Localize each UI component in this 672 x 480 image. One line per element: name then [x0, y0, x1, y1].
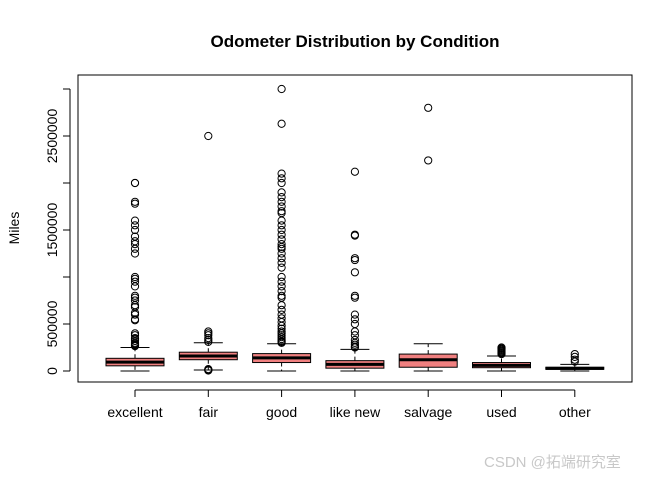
outlier-point — [130, 341, 140, 351]
outlier-point — [130, 310, 140, 319]
outlier-point — [277, 230, 286, 239]
y-axis-label: Miles — [6, 212, 22, 245]
outlier-point — [350, 315, 359, 324]
y-tick-label: 1500000 — [44, 203, 60, 258]
outlier-point — [277, 84, 286, 94]
outlier-point — [277, 174, 286, 183]
outlier-point — [277, 225, 286, 235]
outlier-point — [277, 240, 286, 249]
y-tick-label: 500000 — [44, 300, 60, 347]
outlier-point — [130, 249, 140, 258]
x-tick-label: excellent — [107, 404, 162, 420]
outlier-point — [277, 258, 286, 267]
outlier-point — [277, 119, 286, 128]
box-other — [545, 349, 605, 372]
outlier-point — [277, 263, 286, 272]
outlier-point — [424, 103, 433, 112]
outlier-point — [277, 188, 286, 197]
x-tick-label: other — [559, 404, 591, 420]
outlier-point — [130, 240, 140, 249]
outlier-point — [277, 318, 286, 327]
outlier-point — [277, 178, 286, 188]
outlier-point — [277, 305, 286, 314]
y-tick-label: 2500000 — [44, 109, 60, 164]
outlier-point — [277, 324, 286, 333]
box-salvage — [398, 103, 458, 372]
outlier-point — [350, 268, 359, 277]
outlier-point — [424, 156, 433, 165]
plot-frame — [77, 74, 633, 383]
outlier-point — [277, 221, 286, 230]
box-like-new — [325, 167, 385, 372]
outlier-point — [350, 327, 359, 336]
outlier-point — [130, 296, 140, 305]
outlier-point — [277, 287, 286, 296]
outlier-point — [130, 316, 140, 325]
outlier-point — [204, 331, 213, 340]
outlier-point — [277, 169, 286, 178]
outlier-point — [130, 199, 140, 208]
x-tick-label: used — [486, 404, 516, 420]
outlier-point — [350, 167, 359, 176]
outlier-point — [277, 277, 286, 286]
boxes-layer — [105, 84, 605, 375]
outlier-point — [350, 343, 359, 352]
outlier-point — [277, 202, 286, 211]
box-fair — [178, 131, 238, 375]
outlier-point — [130, 178, 140, 188]
x-tick-label: like new — [330, 404, 381, 420]
outlier-point — [277, 254, 286, 263]
box-used — [472, 343, 531, 372]
outlier-point — [277, 193, 286, 202]
outlier-point — [277, 282, 286, 291]
outlier-point — [350, 293, 359, 302]
y-tick-label: 0 — [44, 367, 60, 375]
box-excellent — [105, 178, 165, 372]
outlier-point — [277, 272, 286, 282]
outlier-point — [130, 244, 140, 253]
outlier-point — [350, 310, 359, 319]
outlier-point — [350, 231, 359, 240]
outlier-point — [497, 349, 506, 359]
outlier-point — [570, 352, 579, 361]
outlier-point — [204, 131, 213, 141]
chart-title: Odometer Distribution by Condition — [211, 32, 500, 51]
outlier-point — [277, 301, 286, 310]
x-tick-label: fair — [199, 404, 219, 420]
outlier-point — [204, 366, 213, 375]
outlier-point — [204, 337, 213, 346]
outlier-point — [277, 249, 286, 258]
x-axis: excellent fair good like new salvage used othe… — [107, 389, 591, 420]
outlier-point — [277, 244, 286, 253]
x-tick-label: good — [266, 404, 297, 420]
x-tick-label: salvage — [404, 404, 452, 420]
outlier-point — [570, 357, 579, 366]
y-axis: 0 500000 1500000 2500000 — [44, 88, 71, 375]
outlier-point — [130, 282, 140, 291]
outlier-point — [130, 225, 140, 235]
outlier-point — [130, 221, 140, 230]
outlier-point — [130, 277, 140, 286]
watermark: CSDN @拓端研究室 — [484, 454, 621, 471]
outlier-point — [350, 255, 359, 265]
outlier-point — [277, 338, 286, 347]
outlier-point — [350, 319, 359, 329]
outlier-point — [277, 216, 286, 225]
outlier-point — [130, 216, 140, 225]
outlier-point — [277, 197, 286, 206]
box-good — [252, 84, 312, 372]
